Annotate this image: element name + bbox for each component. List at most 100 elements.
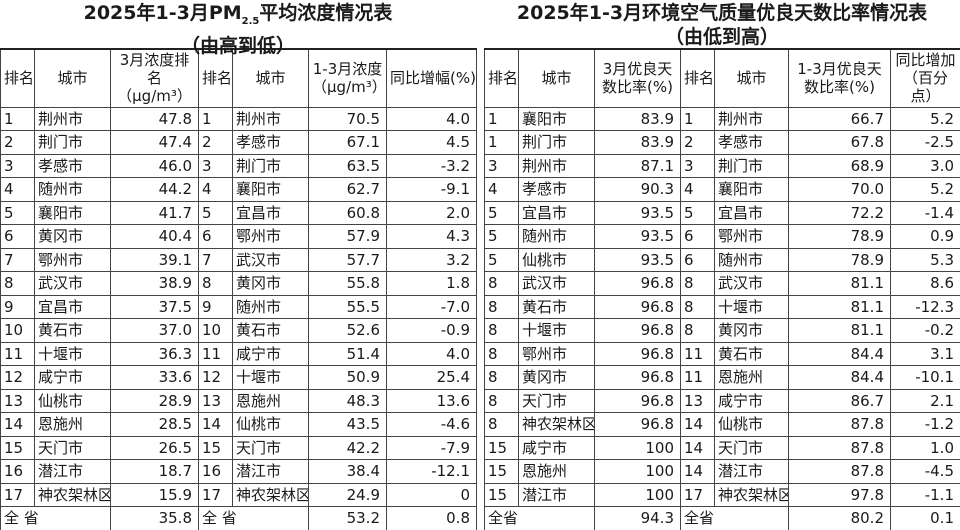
city-cell: 黄冈市: [232, 271, 309, 296]
change-cell: -9.1: [386, 177, 477, 202]
total-value: 80.2: [788, 506, 891, 530]
city-cell: 随州市: [232, 294, 309, 319]
city-cell: 恩施州: [714, 365, 789, 390]
city-cell: 潜江市: [34, 459, 111, 484]
rank-cell: 2: [680, 130, 715, 155]
city-cell: 仙桃市: [34, 388, 111, 413]
value-cell: 93.5: [594, 224, 681, 249]
value-cell: 50.9: [308, 365, 387, 390]
value-cell: 96.8: [594, 318, 681, 343]
city-cell: 荆州市: [232, 106, 309, 131]
rank-cell: 8: [484, 412, 519, 437]
city-cell: 荆门市: [518, 130, 595, 155]
city-cell: 随州市: [714, 247, 789, 272]
rank-cell: 17: [0, 482, 35, 507]
value-cell: 48.3: [308, 388, 387, 413]
rank-cell: 12: [0, 365, 35, 390]
rank-cell: 17: [680, 482, 715, 507]
city-cell: 黄石市: [34, 318, 111, 343]
value-cell: 47.8: [110, 106, 199, 131]
table-row: 10 黄石市 37.0 10 黄石市 52.6 -0.9: [0, 318, 477, 343]
city-cell: 荆州市: [34, 106, 111, 131]
value-cell: 84.4: [788, 365, 891, 390]
table-row: 14 恩施州 28.5 14 仙桃市 43.5 -4.6: [0, 412, 477, 437]
city-cell: 荆门市: [34, 130, 111, 155]
value-cell: 84.4: [788, 341, 891, 366]
pm25-table-title: 2025年1-3月PM2.5平均浓度情况表 （由高到低）: [0, 0, 476, 57]
rank-cell: 11: [680, 341, 715, 366]
city-cell: 孝感市: [232, 130, 309, 155]
city-cell: 神农架林区: [232, 482, 309, 507]
city-cell: 天门市: [518, 388, 595, 413]
rank-cell: 14: [680, 435, 715, 460]
rank-cell: 2: [198, 130, 233, 155]
rank-cell: 8: [0, 271, 35, 296]
change-cell: -1.1: [890, 482, 960, 507]
change-cell: -1.4: [890, 200, 960, 225]
table-row: 9 宜昌市 37.5 9 随州市 55.5 -7.0: [0, 294, 477, 319]
rank-cell: 5: [0, 200, 35, 225]
table-row: 8 天门市 96.8 13 咸宁市 86.7 2.1: [484, 388, 960, 413]
city-cell: 潜江市: [518, 482, 595, 507]
value-cell: 43.5: [308, 412, 387, 437]
city-cell: 咸宁市: [714, 388, 789, 413]
value-cell: 100: [594, 482, 681, 507]
value-cell: 28.5: [110, 412, 199, 437]
rank-cell: 4: [0, 177, 35, 202]
table-row: 6 黄冈市 40.4 6 鄂州市 57.9 4.3: [0, 224, 477, 249]
table-row: 8 神农架林区 96.8 14 仙桃市 87.8 -1.2: [484, 412, 960, 437]
value-cell: 60.8: [308, 200, 387, 225]
city-cell: 襄阳市: [232, 177, 309, 202]
header-city: 城市: [714, 48, 789, 108]
rank-cell: 6: [680, 224, 715, 249]
pm25-title-main: 2025年1-3月PM: [83, 2, 242, 24]
city-cell: 潜江市: [714, 459, 789, 484]
value-cell: 87.8: [788, 459, 891, 484]
value-cell: 44.2: [110, 177, 199, 202]
city-cell: 孝感市: [34, 153, 111, 178]
rank-cell: 6: [680, 247, 715, 272]
change-cell: -7.0: [386, 294, 477, 319]
table-row: 5 襄阳市 41.7 5 宜昌市 60.8 2.0: [0, 200, 477, 225]
city-cell: 黄石市: [232, 318, 309, 343]
table-row: 8 武汉市 96.8 8 武汉市 81.1 8.6: [484, 271, 960, 296]
rank-cell: 1: [484, 106, 519, 131]
value-cell: 67.8: [788, 130, 891, 155]
rank-cell: 5: [680, 200, 715, 225]
rank-cell: 7: [0, 247, 35, 272]
rank-cell: 8: [484, 341, 519, 366]
table-row: 1 襄阳市 83.9 1 荆州市 66.7 5.2: [484, 106, 960, 131]
city-cell: 恩施州: [518, 459, 595, 484]
total-label: 全省: [680, 506, 789, 530]
rank-cell: 10: [0, 318, 35, 343]
city-cell: 襄阳市: [714, 177, 789, 202]
change-cell: -1.2: [890, 412, 960, 437]
change-cell: 3.0: [890, 153, 960, 178]
city-cell: 荆门市: [232, 153, 309, 178]
change-cell: -4.5: [890, 459, 960, 484]
change-cell: 3.1: [890, 341, 960, 366]
city-cell: 荆门市: [714, 153, 789, 178]
rank-cell: 3: [484, 153, 519, 178]
city-cell: 襄阳市: [518, 106, 595, 131]
air-quality-title-main: 2025年1-3月环境空气质量优良天数比率情况表: [516, 2, 928, 24]
rank-cell: 3: [0, 153, 35, 178]
value-cell: 46.0: [110, 153, 199, 178]
city-cell: 天门市: [232, 435, 309, 460]
city-cell: 武汉市: [518, 271, 595, 296]
value-cell: 38.9: [110, 271, 199, 296]
air-quality-table-title: 2025年1-3月环境空气质量优良天数比率情况表 （由低到高）: [484, 0, 960, 48]
city-cell: 神农架林区: [518, 412, 595, 437]
rank-cell: 13: [0, 388, 35, 413]
change-cell: 4.0: [386, 341, 477, 366]
value-cell: 96.8: [594, 412, 681, 437]
city-cell: 鄂州市: [518, 341, 595, 366]
header-city: 城市: [232, 48, 309, 108]
air-quality-table-panel: 2025年1-3月环境空气质量优良天数比率情况表 （由低到高） 排名 城市 3月…: [484, 0, 960, 530]
value-cell: 96.8: [594, 341, 681, 366]
total-label: 全 省: [0, 506, 111, 530]
value-cell: 18.7: [110, 459, 199, 484]
change-cell: -2.5: [890, 130, 960, 155]
total-row: 全 省 35.8 全 省 53.2 0.8: [0, 506, 477, 530]
rank-cell: 12: [198, 365, 233, 390]
